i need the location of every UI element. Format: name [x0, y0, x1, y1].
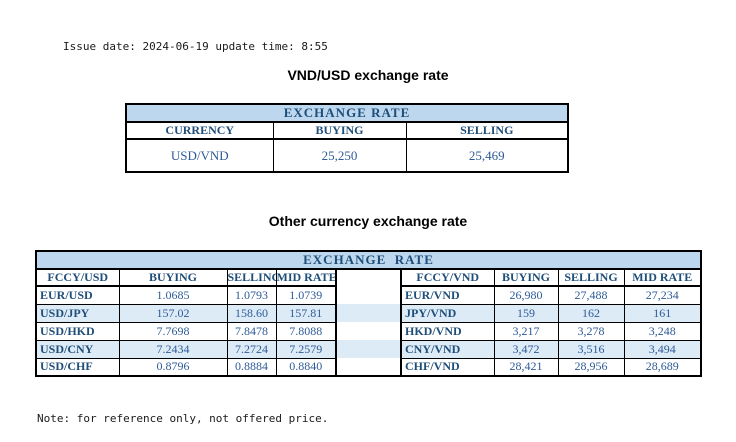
- issue-date-line: Issue date: 2024-06-19 update time: 8:55: [63, 40, 328, 53]
- buying-rate-cell: 28,421: [493, 357, 559, 377]
- mid-rate-cell: 157.81: [275, 303, 337, 323]
- vnd-usd-table: EXCHANGE RATE CURRENCY BUYING SELLING US…: [125, 103, 569, 173]
- currency-pair-cell: USD/CHF: [35, 357, 120, 377]
- selling-rate-cell: 3,278: [557, 321, 625, 341]
- other-currency-table: EXCHANGE RATE FCCY/USD BUYING SELLING MI…: [35, 250, 703, 377]
- mid-rate-cell: 3,248: [623, 321, 702, 341]
- currency-pair-cell: EUR/USD: [35, 285, 120, 305]
- mid-rate-cell: 27,234: [623, 285, 702, 305]
- currency-pair-cell: EUR/VND: [400, 285, 495, 305]
- spacer-cell: [335, 268, 402, 286]
- table-header-row: EXCHANGE RATE: [35, 250, 702, 270]
- table-header-row: EXCHANGE RATE: [125, 103, 569, 123]
- spacer-cell: [335, 304, 402, 322]
- currency-pair-cell: JPY/VND: [400, 303, 495, 323]
- mid-rate-cell: 3,494: [623, 339, 702, 359]
- selling-rate-cell: 158.60: [226, 303, 277, 323]
- selling-rate-cell: 7.8478: [226, 321, 277, 341]
- currency-pair-cell: CNY/VND: [400, 339, 495, 359]
- selling-rate-cell: 0.8884: [226, 357, 277, 377]
- mid-rate-cell: 161: [623, 303, 702, 323]
- buying-rate-cell: 157.02: [118, 303, 228, 323]
- selling-rate-cell: 25,469: [405, 138, 569, 173]
- spacer-cell: [335, 286, 402, 304]
- selling-rate-cell: 27,488: [557, 285, 625, 305]
- selling-rate-cell: 3,516: [557, 339, 625, 359]
- col-header-selling: SELLING: [226, 268, 277, 287]
- column-header-row: FCCY/USD BUYING SELLING MID RATE FCCY/VN…: [35, 268, 702, 287]
- table-row: USD/HKD 7.7698 7.8478 7.8088 HKD/VND 3,2…: [35, 321, 702, 341]
- col-header-buying: BUYING: [493, 268, 559, 287]
- mid-rate-cell: 28,689: [623, 357, 702, 377]
- buying-rate-cell: 7.7698: [118, 321, 228, 341]
- selling-rate-cell: 28,956: [557, 357, 625, 377]
- currency-pair-cell: USD/CNY: [35, 339, 120, 359]
- table-row: USD/CNY 7.2434 7.2724 7.2579 CNY/VND 3,4…: [35, 339, 702, 359]
- buying-rate-cell: 26,980: [493, 285, 559, 305]
- currency-pair-cell: CHF/VND: [400, 357, 495, 377]
- col-header-currency: CURRENCY: [125, 121, 274, 140]
- buying-rate-cell: 1.0685: [118, 285, 228, 305]
- mid-rate-cell: 1.0739: [275, 285, 337, 305]
- buying-rate-cell: 7.2434: [118, 339, 228, 359]
- spacer-cell: [335, 322, 402, 340]
- selling-rate-cell: 1.0793: [226, 285, 277, 305]
- buying-rate-cell: 159: [493, 303, 559, 323]
- buying-rate-cell: 3,217: [493, 321, 559, 341]
- mid-rate-cell: 0.8840: [275, 357, 337, 377]
- table-row: USD/JPY 157.02 158.60 157.81 JPY/VND 159…: [35, 303, 702, 323]
- buying-rate-cell: 3,472: [493, 339, 559, 359]
- footer-note: Note: for reference only, not offered pr…: [37, 412, 329, 425]
- col-header-mid-rate: MID RATE: [275, 268, 337, 287]
- table-row: EUR/USD 1.0685 1.0793 1.0739 EUR/VND 26,…: [35, 285, 702, 305]
- col-header-buying: BUYING: [118, 268, 228, 287]
- mid-rate-cell: 7.8088: [275, 321, 337, 341]
- currency-pair-cell: USD/HKD: [35, 321, 120, 341]
- selling-rate-cell: 7.2724: [226, 339, 277, 359]
- col-header-selling: SELLING: [405, 121, 569, 140]
- currency-pair-cell: USD/JPY: [35, 303, 120, 323]
- selling-rate-cell: 162: [557, 303, 625, 323]
- currency-pair-cell: HKD/VND: [400, 321, 495, 341]
- col-header-selling: SELLING: [557, 268, 625, 287]
- table-title: EXCHANGE RATE: [35, 250, 702, 270]
- col-header-fccy-usd: FCCY/USD: [35, 268, 120, 287]
- mid-rate-cell: 7.2579: [275, 339, 337, 359]
- table-row: USD/CHF 0.8796 0.8884 0.8840 CHF/VND 28,…: [35, 357, 702, 377]
- other-currency-title: Other currency exchange rate: [268, 213, 468, 229]
- vnd-usd-title: VND/USD exchange rate: [287, 67, 449, 83]
- column-header-row: CURRENCY BUYING SELLING: [125, 121, 569, 140]
- buying-rate-cell: 0.8796: [118, 357, 228, 377]
- col-header-mid-rate: MID RATE: [623, 268, 702, 287]
- spacer-cell: [335, 340, 402, 358]
- table-row: USD/VND 25,250 25,469: [125, 138, 569, 173]
- currency-pair-cell: USD/VND: [125, 138, 274, 173]
- spacer-cell: [335, 358, 402, 377]
- table-title: EXCHANGE RATE: [125, 103, 569, 123]
- col-header-fccy-vnd: FCCY/VND: [400, 268, 495, 287]
- buying-rate-cell: 25,250: [272, 138, 407, 173]
- col-header-buying: BUYING: [272, 121, 407, 140]
